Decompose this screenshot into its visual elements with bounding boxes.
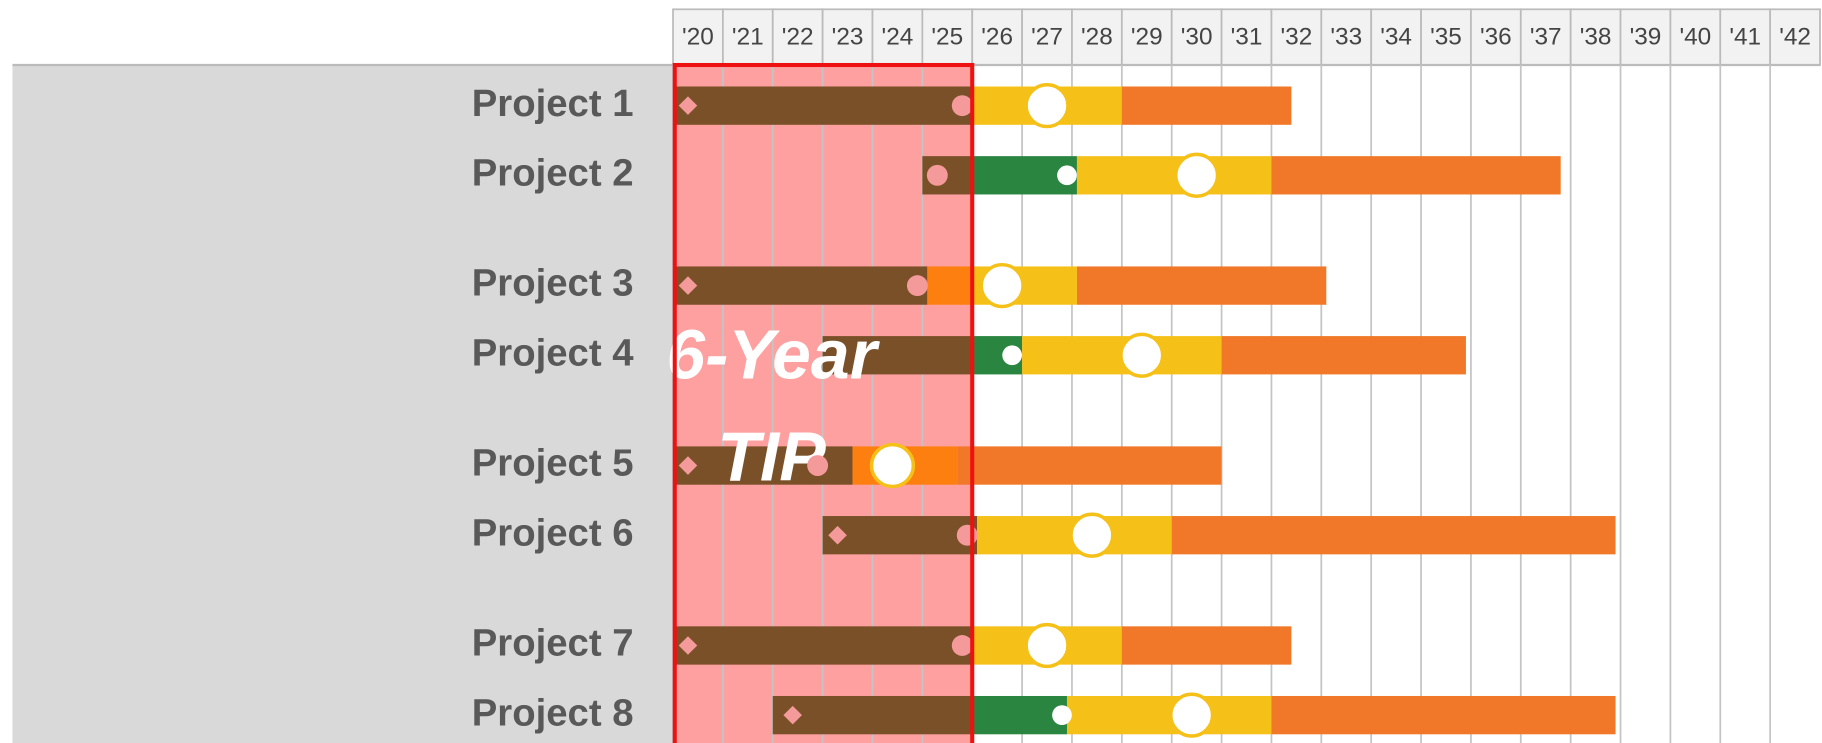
header-cell xyxy=(722,8,774,66)
bar-segment xyxy=(1121,86,1292,125)
dot-marker xyxy=(951,95,973,117)
big-circle-marker xyxy=(1119,332,1165,378)
x-tick-label: '31 xyxy=(1231,24,1263,51)
x-tick-label: '26 xyxy=(981,24,1013,51)
x-tick-label: '37 xyxy=(1530,24,1562,51)
header-cell xyxy=(1120,8,1173,66)
highlight-border xyxy=(672,62,975,743)
bar-segment xyxy=(772,695,973,735)
bar-segment xyxy=(957,446,1222,485)
x-tick-label: '30 xyxy=(1181,24,1213,51)
x-tick-label: '25 xyxy=(931,24,963,51)
small-circle-marker xyxy=(1057,165,1077,186)
header-cell xyxy=(1669,8,1722,66)
header-cell xyxy=(672,8,724,66)
project-label: Project 2 xyxy=(472,151,634,194)
bar-segment xyxy=(1221,336,1466,375)
big-circle-marker xyxy=(1024,83,1070,129)
x-tick-label: '34 xyxy=(1380,24,1412,51)
highlight-annotation: 6-Year xyxy=(666,315,880,393)
dot-marker xyxy=(926,164,948,186)
bar-segment xyxy=(1076,266,1327,305)
big-circle-marker xyxy=(979,262,1025,309)
x-tick-label: '35 xyxy=(1430,24,1462,51)
bar-segment xyxy=(822,336,973,375)
header-cell xyxy=(1519,8,1572,66)
header-cell xyxy=(1071,8,1123,66)
header-cell xyxy=(1420,8,1472,66)
x-tick-label: '20 xyxy=(682,24,714,51)
bar-segment xyxy=(972,695,1067,735)
x-tick-label: '40 xyxy=(1679,24,1711,51)
x-tick-label: '38 xyxy=(1580,24,1612,51)
big-circle-marker xyxy=(1174,152,1220,198)
bar-segment xyxy=(673,266,928,305)
small-circle-marker xyxy=(1052,705,1072,726)
x-tick-label: '29 xyxy=(1131,24,1163,51)
header-cell xyxy=(1470,8,1522,66)
dot-marker xyxy=(807,455,829,476)
dot-marker xyxy=(951,635,973,656)
x-tick-label: '23 xyxy=(832,24,864,51)
project-label: Project 4 xyxy=(472,331,634,374)
x-tick-label: '42 xyxy=(1779,24,1811,51)
x-tick-label: '36 xyxy=(1480,24,1512,51)
big-circle-marker xyxy=(1169,692,1215,738)
header-cell xyxy=(1569,8,1622,66)
x-tick-label: '27 xyxy=(1031,24,1063,51)
diamond-marker xyxy=(828,525,847,545)
project-label: Project 8 xyxy=(472,691,634,734)
x-tick-label: '28 xyxy=(1081,24,1113,51)
x-tick-label: '33 xyxy=(1330,24,1362,51)
dot-marker xyxy=(956,524,978,546)
header-cell xyxy=(1220,8,1273,66)
bar-segment xyxy=(822,516,978,555)
big-circle-marker xyxy=(869,442,916,489)
bar-segment xyxy=(1271,156,1561,195)
header-cell xyxy=(1769,8,1821,66)
header-cell xyxy=(1021,8,1073,66)
bar-segment xyxy=(673,626,973,665)
header-cell xyxy=(771,8,824,66)
dot-marker xyxy=(906,275,928,297)
big-circle-marker xyxy=(1069,512,1115,558)
header-cell xyxy=(1370,8,1422,66)
header-cell xyxy=(1270,8,1323,66)
header-cell xyxy=(1320,8,1373,66)
label-panel xyxy=(12,65,674,743)
small-circle-marker xyxy=(1002,345,1022,366)
diamond-marker xyxy=(678,456,698,475)
project-label: Project 6 xyxy=(472,511,634,554)
x-tick-label: '41 xyxy=(1729,24,1761,51)
bar-segment xyxy=(927,266,973,305)
project-label: Project 7 xyxy=(472,622,634,665)
x-tick-label: '21 xyxy=(732,24,764,51)
highlight-annotation: TIP xyxy=(717,417,826,495)
project-label: Project 3 xyxy=(472,262,634,305)
bar-segment xyxy=(1271,695,1616,735)
x-tick-label: '32 xyxy=(1281,24,1313,51)
big-circle-marker xyxy=(1024,622,1070,669)
x-tick-label: '24 xyxy=(882,24,914,51)
diamond-marker xyxy=(678,96,698,115)
project-label: Project 5 xyxy=(472,442,634,485)
bar-segment xyxy=(673,86,973,125)
bar-segment xyxy=(1121,626,1292,665)
diamond-marker xyxy=(678,276,698,295)
project-label: Project 1 xyxy=(472,82,634,125)
bar-segment xyxy=(1171,516,1616,555)
x-tick-label: '39 xyxy=(1630,24,1662,51)
x-tick-label: '22 xyxy=(782,24,814,51)
